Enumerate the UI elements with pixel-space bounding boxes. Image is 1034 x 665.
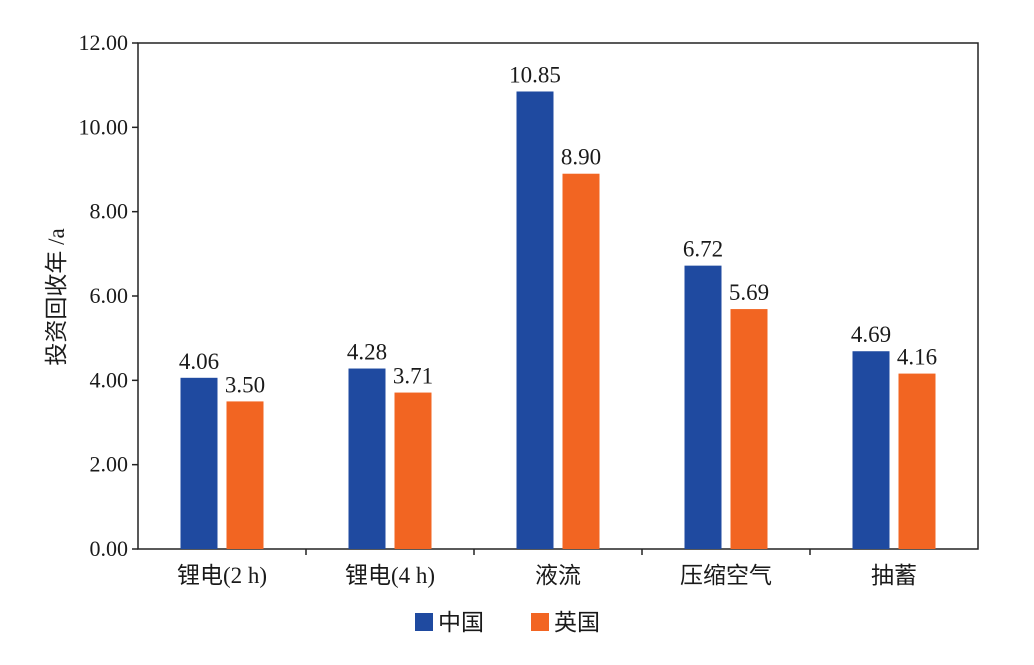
bar-uk (226, 401, 264, 549)
bar-uk (394, 392, 432, 549)
x-category-label: 抽蓄 (871, 563, 917, 588)
plot-frame (137, 42, 979, 550)
data-label: 3.71 (393, 364, 433, 389)
y-tick-label: 2.00 (90, 452, 129, 477)
y-tick-label: 10.00 (79, 114, 129, 139)
bar-uk (562, 173, 600, 549)
legend: 中国 英国 (415, 610, 600, 635)
data-label: 4.28 (347, 340, 387, 365)
y-tick-label: 12.00 (79, 30, 129, 55)
bar-china (852, 351, 890, 549)
y-tick-label: 8.00 (90, 199, 129, 224)
bar-uk (730, 309, 768, 549)
legend-label: 英国 (554, 610, 600, 635)
data-label: 8.90 (561, 145, 601, 170)
data-label: 3.50 (225, 372, 265, 397)
x-category-label: 锂电(2 h) (177, 563, 267, 588)
y-tick-label: 4.00 (90, 367, 129, 392)
data-label: 5.69 (729, 280, 769, 305)
data-label: 4.69 (851, 322, 891, 347)
x-category-label: 液流 (535, 563, 581, 588)
bar-china (684, 265, 722, 549)
data-label: 4.16 (897, 345, 937, 370)
bar-china (180, 377, 218, 549)
data-label: 6.72 (683, 237, 723, 262)
bar-china (516, 91, 554, 549)
legend-swatch (531, 613, 549, 631)
y-axis-title-group: 投资回收年 /a (44, 228, 69, 365)
legend-label: 中国 (438, 610, 484, 635)
y-tick-label: 6.00 (90, 283, 129, 308)
x-category-label: 锂电(4 h) (345, 563, 435, 588)
bar-uk (898, 373, 936, 549)
plot-area: 0.00 2.00 4.00 6.00 8.00 10.00 12.00 4.063.50 锂电… (79, 30, 979, 588)
x-category-label: 压缩空气 (680, 563, 772, 588)
y-axis-title: 投资回收年 /a (44, 228, 69, 365)
y-tick-label: 0.00 (90, 536, 129, 561)
data-label: 10.85 (509, 62, 561, 87)
legend-swatch (415, 613, 433, 631)
bar-china (348, 368, 386, 549)
data-label: 4.06 (179, 349, 219, 374)
